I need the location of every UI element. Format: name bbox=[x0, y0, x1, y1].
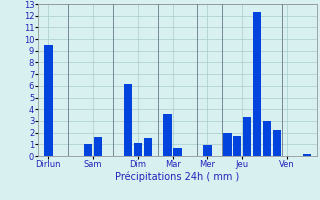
Bar bbox=[173, 148, 182, 156]
Bar bbox=[144, 138, 152, 156]
Bar bbox=[164, 114, 172, 156]
Bar bbox=[223, 133, 232, 156]
Bar bbox=[84, 144, 92, 156]
Bar bbox=[243, 117, 252, 156]
Bar bbox=[303, 154, 311, 156]
Bar bbox=[233, 136, 242, 156]
Bar bbox=[124, 84, 132, 156]
X-axis label: Précipitations 24h ( mm ): Précipitations 24h ( mm ) bbox=[116, 172, 240, 182]
Bar bbox=[273, 130, 281, 156]
Bar bbox=[134, 143, 142, 156]
Bar bbox=[94, 137, 102, 156]
Bar bbox=[44, 45, 52, 156]
Bar bbox=[253, 12, 261, 156]
Bar bbox=[263, 121, 271, 156]
Bar bbox=[203, 145, 212, 156]
